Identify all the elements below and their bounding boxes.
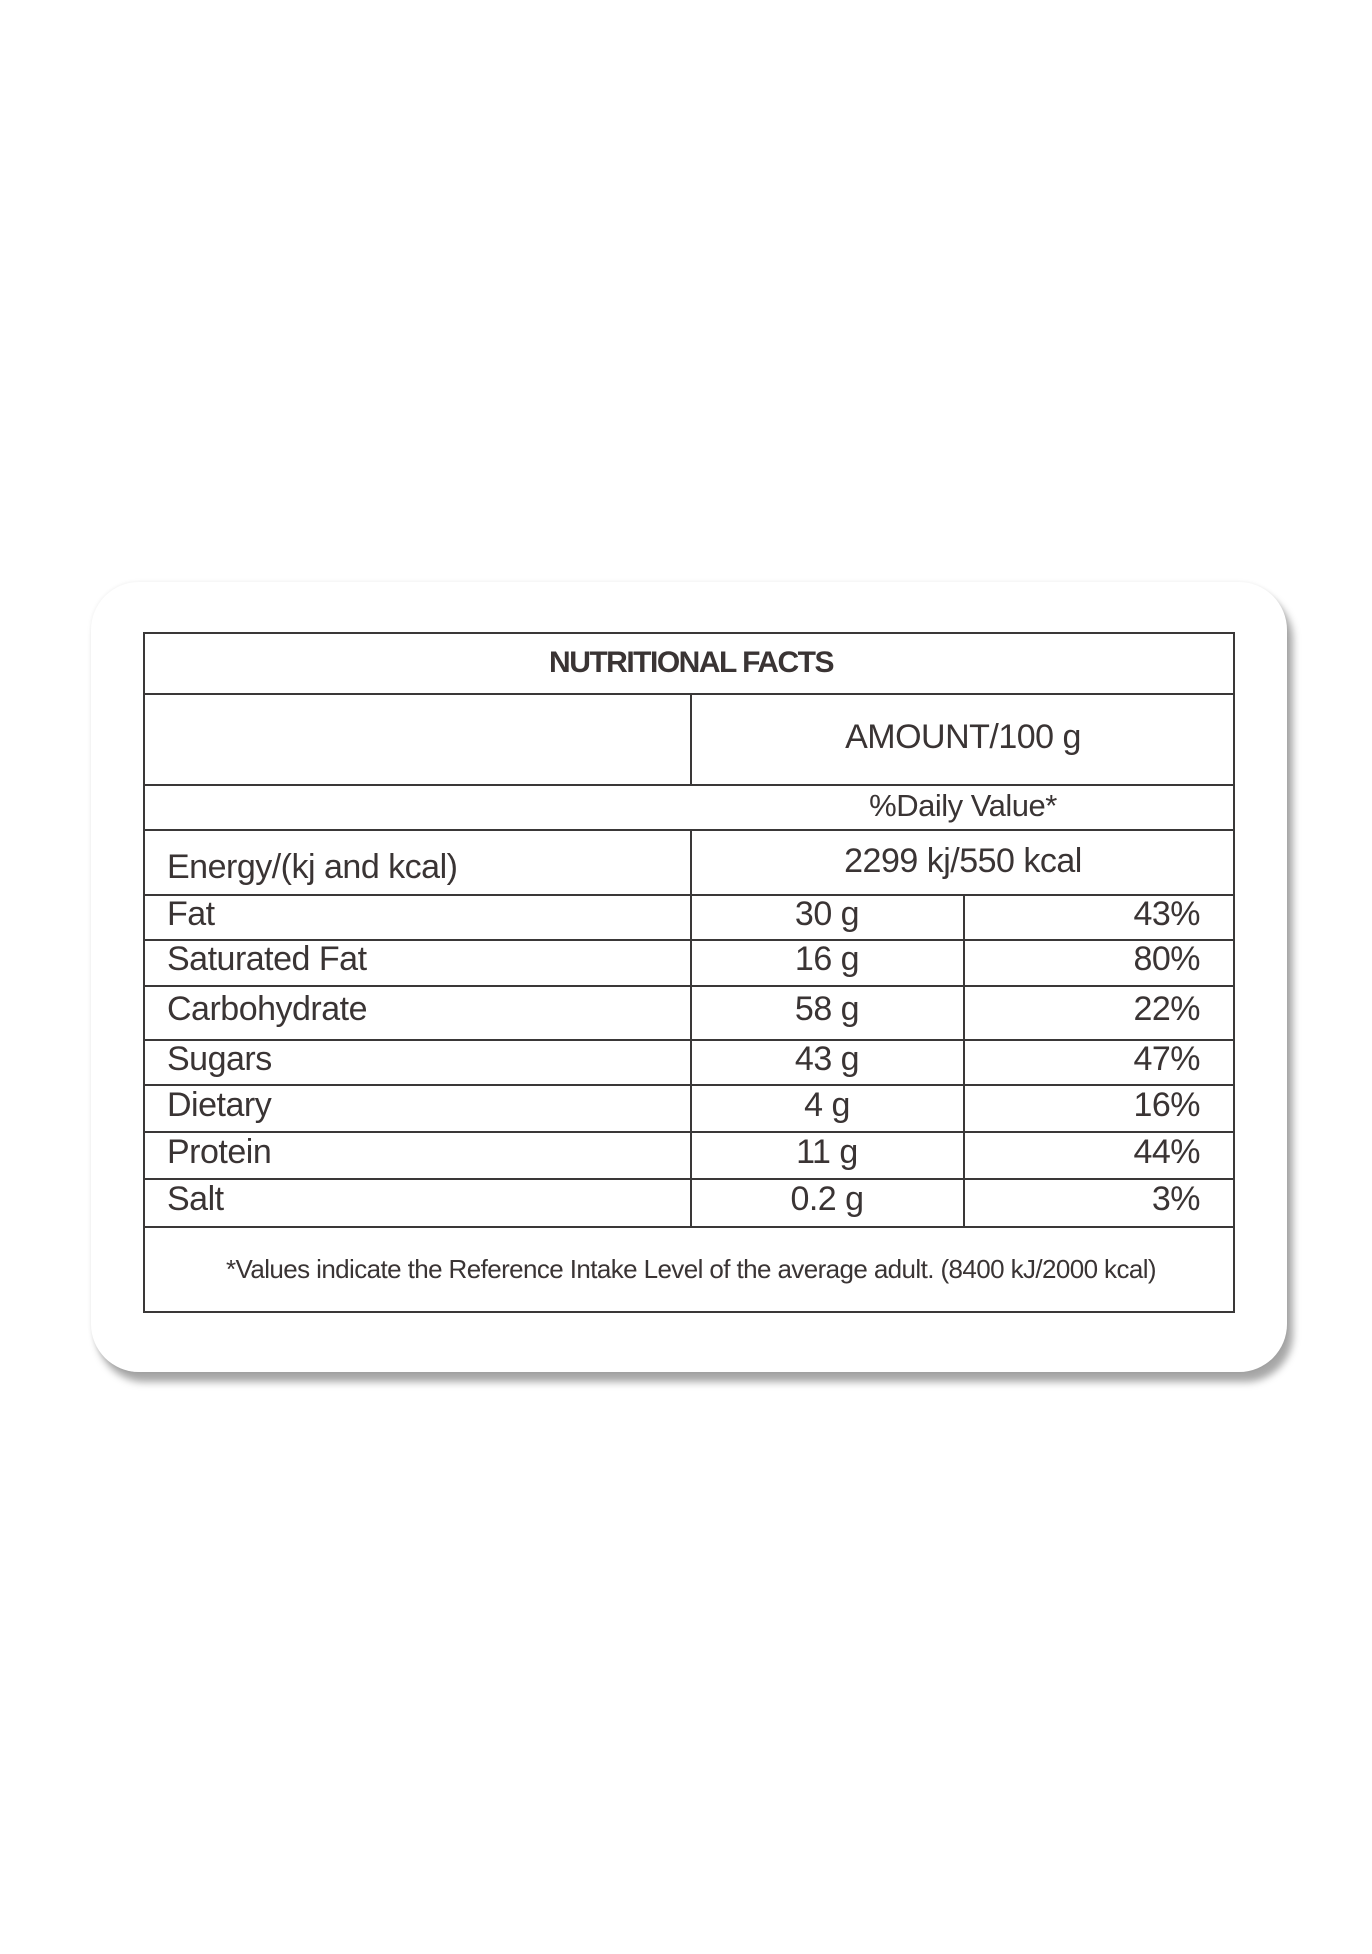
label-card <box>91 582 1287 1372</box>
divider <box>145 784 1233 786</box>
divider <box>690 829 692 1228</box>
row-divider <box>145 1131 1233 1133</box>
nutrient-label: Salt <box>167 1180 224 1218</box>
footnote: *Values indicate the Reference Intake Le… <box>226 1254 1157 1284</box>
nutrient-daily-value: 43% <box>1133 894 1200 933</box>
nutrient-daily-value: 44% <box>1133 1132 1200 1171</box>
row-divider <box>145 1084 1233 1086</box>
table-title: NUTRITIONAL FACTS <box>549 646 834 679</box>
nutrient-daily-value: 22% <box>1133 990 1200 1028</box>
divider <box>145 1226 1233 1228</box>
nutrient-label: Carbohydrate <box>167 990 368 1028</box>
nutrient-daily-value: 47% <box>1133 1039 1200 1078</box>
divider <box>690 693 692 784</box>
nutrient-label: Sugars <box>167 1039 272 1078</box>
nutrient-daily-value: 3% <box>1151 1180 1201 1218</box>
nutrition-table: NUTRITIONAL FACTS AMOUNT/100 g %Daily Va… <box>143 632 1235 1313</box>
daily-value-header: %Daily Value* <box>869 788 1057 823</box>
energy-label: Energy/(kj and kcal) <box>167 848 458 886</box>
nutrient-label: Saturated Fat <box>167 940 367 978</box>
nutrient-amount: 11 g <box>796 1132 858 1171</box>
amount-header: AMOUNT/100 g <box>845 718 1081 756</box>
row-divider <box>145 939 1233 941</box>
nutrient-amount: 4 g <box>804 1085 850 1124</box>
divider <box>145 829 1233 831</box>
row-divider <box>145 985 1233 987</box>
nutrient-label: Fat <box>167 894 215 933</box>
divider <box>145 894 1233 896</box>
divider <box>145 693 1233 695</box>
divider <box>963 894 965 1228</box>
nutrient-amount: 43 g <box>794 1039 860 1078</box>
nutrient-amount: 16 g <box>794 940 860 978</box>
energy-value: 2299 kj/550 kcal <box>844 842 1082 880</box>
nutrient-amount: 0.2 g <box>790 1180 864 1218</box>
row-divider <box>145 1039 1233 1041</box>
nutrient-amount: 30 g <box>794 894 860 933</box>
nutrient-amount: 58 g <box>794 990 860 1028</box>
nutrient-daily-value: 80% <box>1133 940 1200 978</box>
nutrient-label: Protein <box>167 1132 272 1171</box>
nutrient-daily-value: 16% <box>1133 1085 1200 1124</box>
nutrient-label: Dietary <box>167 1085 272 1124</box>
row-divider <box>145 1178 1233 1180</box>
